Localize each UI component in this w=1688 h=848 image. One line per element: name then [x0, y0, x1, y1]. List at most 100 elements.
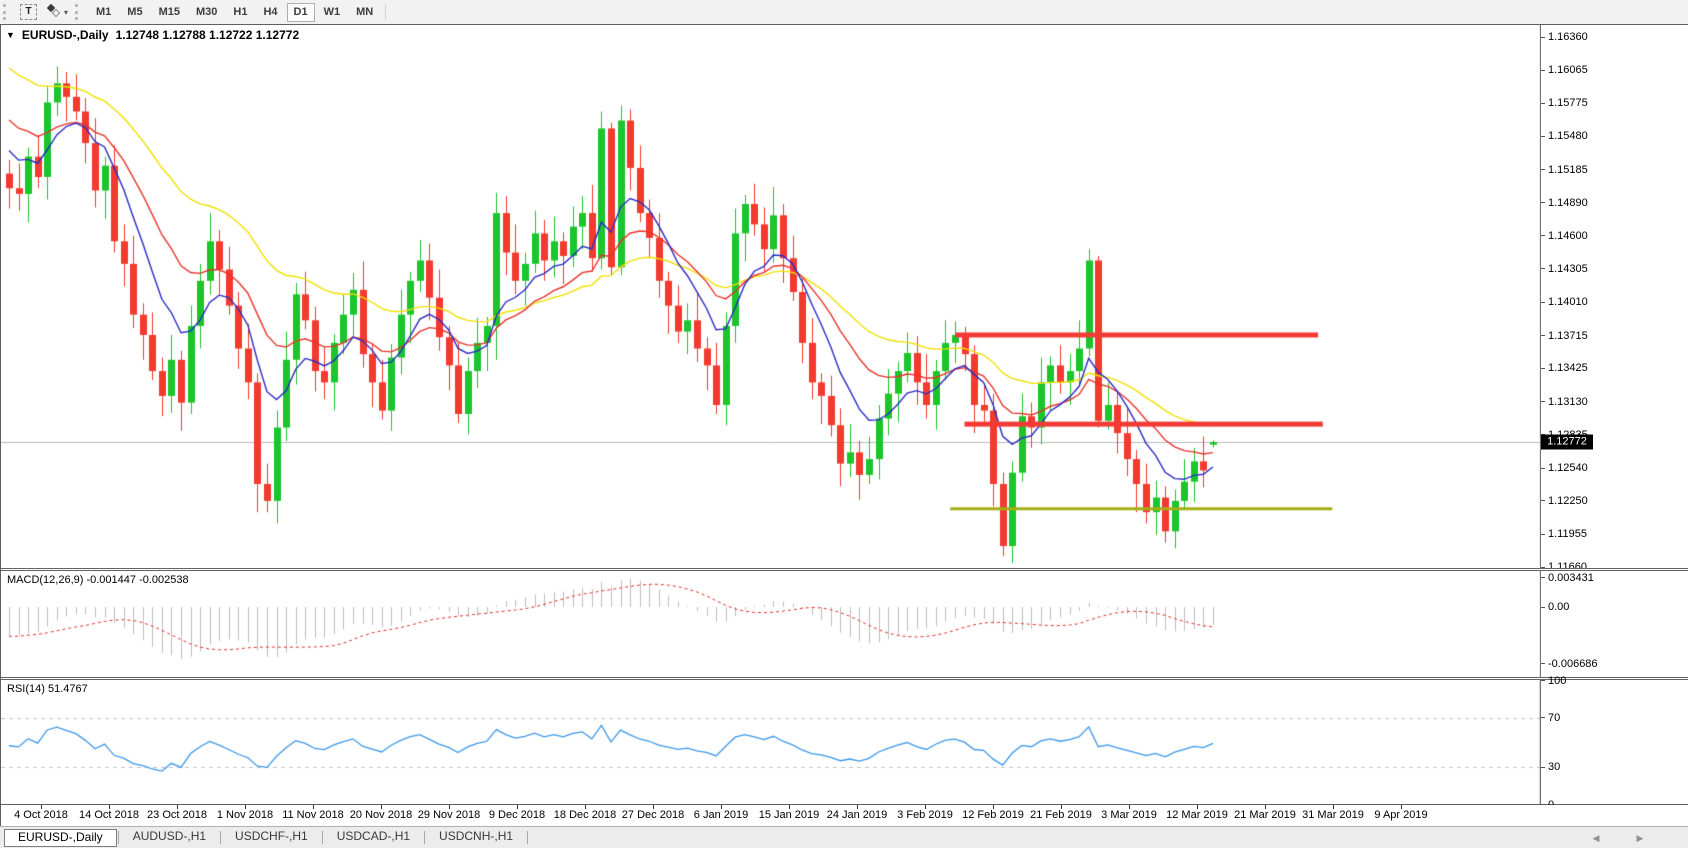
price-tick-label: 1.15185 [1541, 164, 1588, 176]
date-tick-mark [449, 805, 450, 809]
rsi-panel: RSI(14) 51.4767 100 70 30 0 [1, 675, 1688, 811]
arrows-tool-button[interactable]: ▾ [41, 2, 72, 22]
tab-separator [527, 831, 529, 844]
macd-tick-value: 0.003431 [1548, 571, 1594, 584]
price-chart-canvas[interactable] [1, 25, 1541, 568]
timeframe-button-d1[interactable]: D1 [286, 2, 315, 22]
price-axis[interactable]: 1.16360 1.16065 1.15775 1.15480 1.15185 1.148… [1541, 25, 1688, 573]
date-tick-mark [245, 805, 246, 809]
price-tick-label: 1.13715 [1541, 330, 1588, 342]
macd-axis[interactable]: 0.003431 0.00 -0.006686 [1541, 571, 1688, 677]
timeframe-button-m5[interactable]: M5 [120, 3, 149, 22]
chart-title: ▼ EURUSD-,Daily 1.12748 1.12788 1.12722 … [6, 28, 299, 42]
date-tick-mark [721, 805, 722, 809]
price-tick-value: 1.14890 [1548, 196, 1588, 209]
price-tick-value: 1.15185 [1548, 163, 1588, 176]
toolbar-grip[interactable] [3, 4, 12, 20]
price-tick-value: 1.13130 [1548, 395, 1588, 408]
date-axis[interactable]: 4 Oct 2018 14 Oct 2018 23 Oct 2018 1 Nov 20… [1, 805, 1688, 826]
price-tick-label: 1.11955 [1541, 528, 1587, 540]
date-tick-mark [313, 805, 314, 809]
timeframe-button-mn[interactable]: MN [349, 3, 380, 22]
tick-mark [1541, 268, 1545, 270]
rsi-tick-value: 70 [1548, 711, 1561, 724]
date-tick-label: 11 Nov 2018 [282, 809, 344, 821]
date-tick-mark [381, 805, 382, 809]
price-tick-value: 1.12540 [1548, 462, 1588, 475]
price-tick-label: 1.14600 [1541, 230, 1588, 242]
tab-separator [424, 831, 426, 844]
timeframe-button-group: M1 M5 M15 M30 H1 H4 D1 W1 MN [88, 2, 381, 22]
date-tick-mark [41, 805, 42, 809]
chart-title-ohlc: 1.12748 1.12788 1.12722 1.12772 [115, 28, 300, 42]
price-tick-label: 1.16360 [1541, 31, 1588, 43]
date-tick-label: 20 Nov 2018 [349, 809, 413, 821]
date-tick-mark [177, 805, 178, 809]
arrows-tool-icon [45, 3, 61, 21]
date-tick-mark [1197, 805, 1198, 809]
date-tick-mark [1265, 805, 1266, 809]
rsi-tick-label: 70 [1541, 712, 1560, 724]
date-tick-mark [1401, 805, 1402, 809]
date-tick-mark [653, 805, 654, 809]
chart-tab-audusd-h1[interactable]: AUDUSD-,H1 [132, 828, 207, 843]
chart-tab-usdchf-h1[interactable]: USDCHF-,H1 [235, 828, 308, 843]
date-tick-label: 14 Oct 2018 [79, 809, 139, 821]
tick-mark [1541, 367, 1545, 369]
rsi-axis[interactable]: 100 70 30 0 [1541, 675, 1688, 811]
current-price-tag: 1.12772 [1541, 434, 1593, 450]
date-tick-label: 31 Mar 2019 [1302, 809, 1364, 821]
date-tick-mark [517, 805, 518, 809]
date-tick-label: 9 Apr 2019 [1374, 809, 1428, 821]
price-tick-label: 1.16065 [1541, 64, 1588, 76]
timeframe-button-m30[interactable]: M30 [189, 3, 224, 22]
tick-mark [1541, 202, 1545, 204]
date-tick-mark [993, 805, 994, 809]
date-tick-mark [109, 805, 110, 809]
tick-mark [1541, 606, 1545, 608]
rsi-canvas[interactable] [1, 680, 1541, 804]
price-tick-label: 1.13130 [1541, 396, 1588, 408]
date-tick-label: 3 Mar 2019 [1101, 809, 1157, 821]
panel-separator[interactable] [1, 568, 1688, 571]
macd-label: MACD(12,26,9) -0.001447 -0.002538 [7, 574, 189, 586]
tab-scroll-right-button[interactable]: ▶ [1636, 833, 1644, 843]
date-tick-label: 12 Feb 2019 [962, 809, 1024, 821]
price-tick-label: 1.12540 [1541, 462, 1588, 474]
date-tick-label: 24 Jan 2019 [826, 809, 888, 821]
tick-mark [1541, 335, 1545, 337]
tick-mark [1541, 500, 1545, 502]
date-tick-label: 27 Dec 2018 [621, 809, 685, 821]
tick-mark [1541, 566, 1545, 568]
date-tick-label: 12 Mar 2019 [1166, 809, 1228, 821]
tab-scroll-left-button[interactable]: ◀ [1592, 833, 1600, 843]
date-tick-label: 3 Feb 2019 [897, 809, 953, 821]
text-label-tool-button[interactable]: T [16, 2, 41, 22]
macd-canvas[interactable] [1, 571, 1541, 677]
timeframe-button-m1[interactable]: M1 [89, 3, 118, 22]
price-tick-label: 1.15480 [1541, 130, 1588, 142]
timeframe-button-w1[interactable]: W1 [317, 3, 348, 22]
rsi-tick-value: 100 [1548, 674, 1567, 687]
date-tick-mark [1129, 805, 1130, 809]
tick-mark [1541, 235, 1545, 237]
date-tick-label: 21 Mar 2019 [1234, 809, 1296, 821]
date-tick-label: 21 Feb 2019 [1030, 809, 1092, 821]
panel-separator[interactable] [1, 677, 1688, 680]
timeframe-button-h4[interactable]: H4 [256, 3, 284, 22]
date-tick-mark [857, 805, 858, 809]
chart-tab-usdcnh-h1[interactable]: USDCNH-,H1 [439, 828, 514, 843]
date-tick-label: 6 Jan 2019 [693, 809, 749, 821]
toolbar-grip[interactable] [75, 4, 84, 20]
chart-tab-eurusd-daily[interactable]: EURUSD-,Daily [4, 828, 117, 847]
tab-separator [220, 831, 222, 844]
chart-tab-usdcad-h1[interactable]: USDCAD-,H1 [336, 828, 411, 843]
date-tick-label: 23 Oct 2018 [147, 809, 207, 821]
date-tick-mark [1061, 805, 1062, 809]
tab-separator [117, 831, 119, 844]
macd-tick-label: 0.00 [1541, 601, 1569, 613]
timeframe-button-m15[interactable]: M15 [152, 3, 187, 22]
timeframe-button-h1[interactable]: H1 [226, 3, 254, 22]
price-tick-value: 1.15480 [1548, 130, 1588, 143]
rsi-tick-value: 0 [1548, 799, 1554, 811]
